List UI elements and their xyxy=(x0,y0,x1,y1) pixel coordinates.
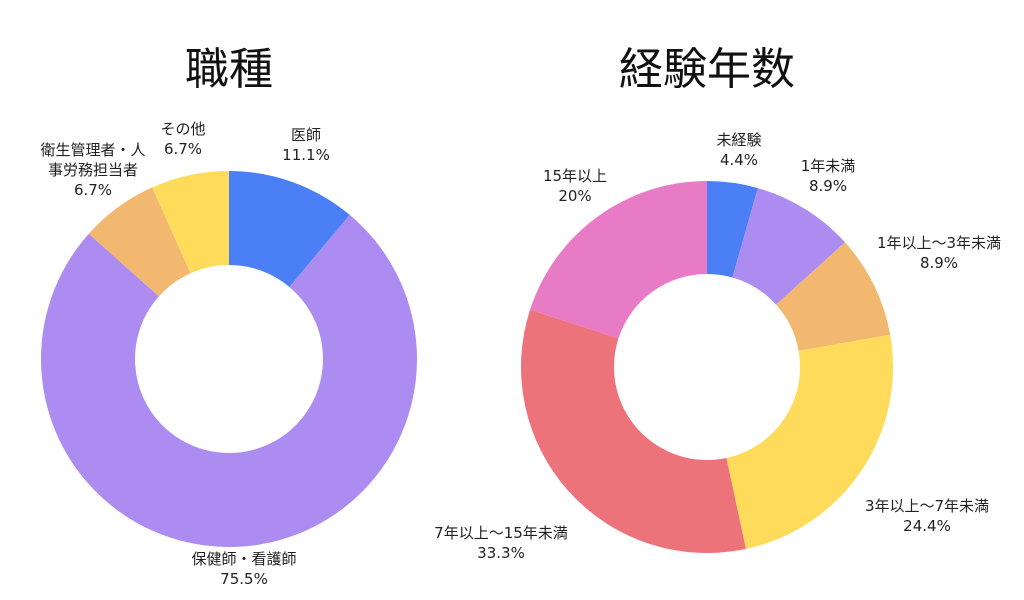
donut-slice xyxy=(520,309,746,554)
slice-label: 1年以上～3年未満 8.9% xyxy=(877,234,1001,272)
chart-title-occupation: 職種 xyxy=(185,44,273,95)
slice-category: 未経験 xyxy=(716,131,761,149)
donut-slice xyxy=(229,171,350,287)
donut-slice xyxy=(732,188,846,305)
slice-label: 15年以上 20% xyxy=(543,167,607,205)
slice-category: 衛生管理者・人 xyxy=(40,141,145,159)
slice-category: 1年以上～3年未満 xyxy=(877,234,1001,252)
slice-label: 1年未満 8.9% xyxy=(801,157,856,195)
slice-percent: 6.7% xyxy=(74,181,112,199)
slice-category: その他 xyxy=(160,120,205,138)
donut-slice xyxy=(726,334,894,549)
donut-slice xyxy=(40,214,417,548)
donut-slice xyxy=(530,181,707,339)
slice-percent: 11.1% xyxy=(282,146,330,164)
slice-percent: 4.4% xyxy=(720,151,758,169)
donut-slice xyxy=(88,187,191,297)
slice-label: 未経験 4.4% xyxy=(716,131,761,169)
slice-label: その他 6.7% xyxy=(160,120,205,158)
slice-percent: 20% xyxy=(558,187,591,205)
occupation-donut-chart: 職種 医師 11.1%保健師・看護師 75.5%衛生管理者・人事労務担当者 6.7%そ… xyxy=(40,44,417,588)
experience-donut-chart: 経験年数 未経験 4.4% 1年未満 8.9% 1年以上～3年未満 8.9% 3年以上～7年… xyxy=(434,44,1001,562)
donut-slice xyxy=(152,171,229,274)
slice-percent: 33.3% xyxy=(477,544,525,562)
slice-category: 事労務担当者 xyxy=(48,161,138,179)
slice-label: 7年以上～15年未満 33.3% xyxy=(434,524,568,562)
chart-title-experience: 経験年数 xyxy=(619,44,795,95)
slice-label: 医師 11.1% xyxy=(282,126,330,164)
slice-label: 衛生管理者・人事労務担当者 6.7% xyxy=(40,141,145,199)
slice-percent: 8.9% xyxy=(920,254,958,272)
slice-percent: 6.7% xyxy=(164,140,202,158)
slice-category: 保健師・看護師 xyxy=(191,550,296,568)
slice-category: 1年未満 xyxy=(801,157,856,175)
slice-category: 15年以上 xyxy=(543,167,607,185)
slice-label: 3年以上～7年未満 24.4% xyxy=(865,497,989,535)
donut-slice xyxy=(776,242,891,351)
slice-percent: 75.5% xyxy=(220,570,268,588)
slice-percent: 8.9% xyxy=(809,177,847,195)
slice-category: 7年以上～15年未満 xyxy=(434,524,568,542)
donut-slice xyxy=(707,181,758,278)
slice-percent: 24.4% xyxy=(903,517,951,535)
slice-label: 保健師・看護師 75.5% xyxy=(191,550,296,588)
slice-category: 3年以上～7年未満 xyxy=(865,497,989,515)
slice-category: 医師 xyxy=(291,126,321,144)
